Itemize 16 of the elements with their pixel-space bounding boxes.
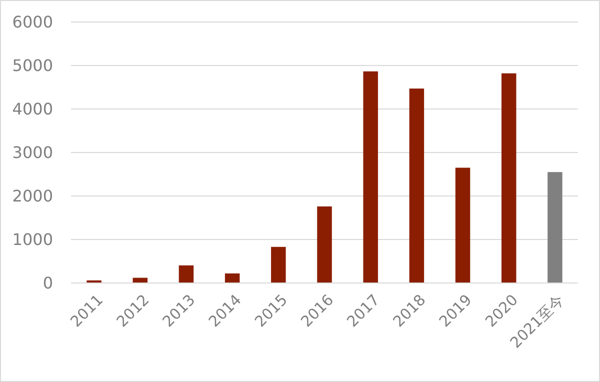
y-tick-label: 1000 <box>12 230 53 250</box>
bar <box>317 206 332 283</box>
y-tick-label: 4000 <box>12 100 53 119</box>
y-tick-label: 5000 <box>12 56 53 76</box>
bar <box>455 168 470 283</box>
bar <box>548 172 562 283</box>
bar <box>178 265 194 283</box>
y-tick-label: 0 <box>42 274 53 293</box>
y-tick-label: 6000 <box>12 12 53 32</box>
bar <box>224 273 240 283</box>
bar <box>363 71 378 283</box>
bar <box>271 246 286 283</box>
bar <box>409 88 424 283</box>
bar <box>501 73 516 283</box>
y-tick-label: 2000 <box>12 186 53 206</box>
y-tick-label: 3000 <box>12 143 53 162</box>
